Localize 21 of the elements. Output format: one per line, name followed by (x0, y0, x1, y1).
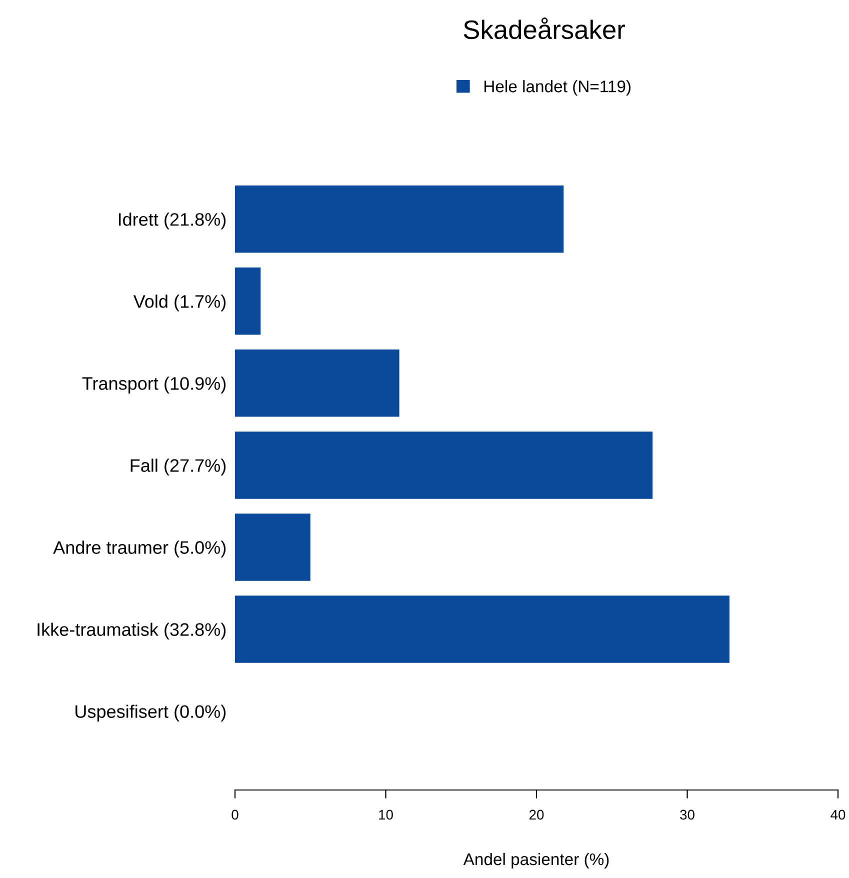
x-tick-label: 30 (680, 810, 694, 820)
y-tick-label: Uspesifisert (0.0%) (76, 704, 226, 722)
y-tick-label: Fall (27.7%) (130, 458, 226, 476)
x-tick-label: 0 (232, 810, 238, 820)
legend-label: Hele landet (N=119) (484, 80, 630, 96)
x-tick-label: 20 (529, 810, 544, 820)
bar (235, 350, 400, 417)
x-tick-label: 10 (379, 810, 393, 820)
bar (235, 514, 310, 581)
y-tick-label: Transport (10.9%) (82, 376, 226, 394)
bar (235, 268, 261, 335)
y-tick-label: Andre traumer (5.0%) (53, 540, 226, 558)
bar (235, 432, 653, 499)
y-tick-label: Vold (1.7%) (133, 294, 226, 312)
x-axis-title: Andel pasienter (%) (463, 852, 609, 868)
bar (235, 596, 730, 663)
bar (235, 186, 564, 253)
x-tick-label: 40 (830, 810, 846, 820)
chart-title: Skadeårsaker (464, 18, 625, 40)
y-tick-label: Ikke-traumatisk (32.8%) (38, 622, 226, 640)
y-tick-label: Idrett (21.8%) (118, 212, 226, 230)
